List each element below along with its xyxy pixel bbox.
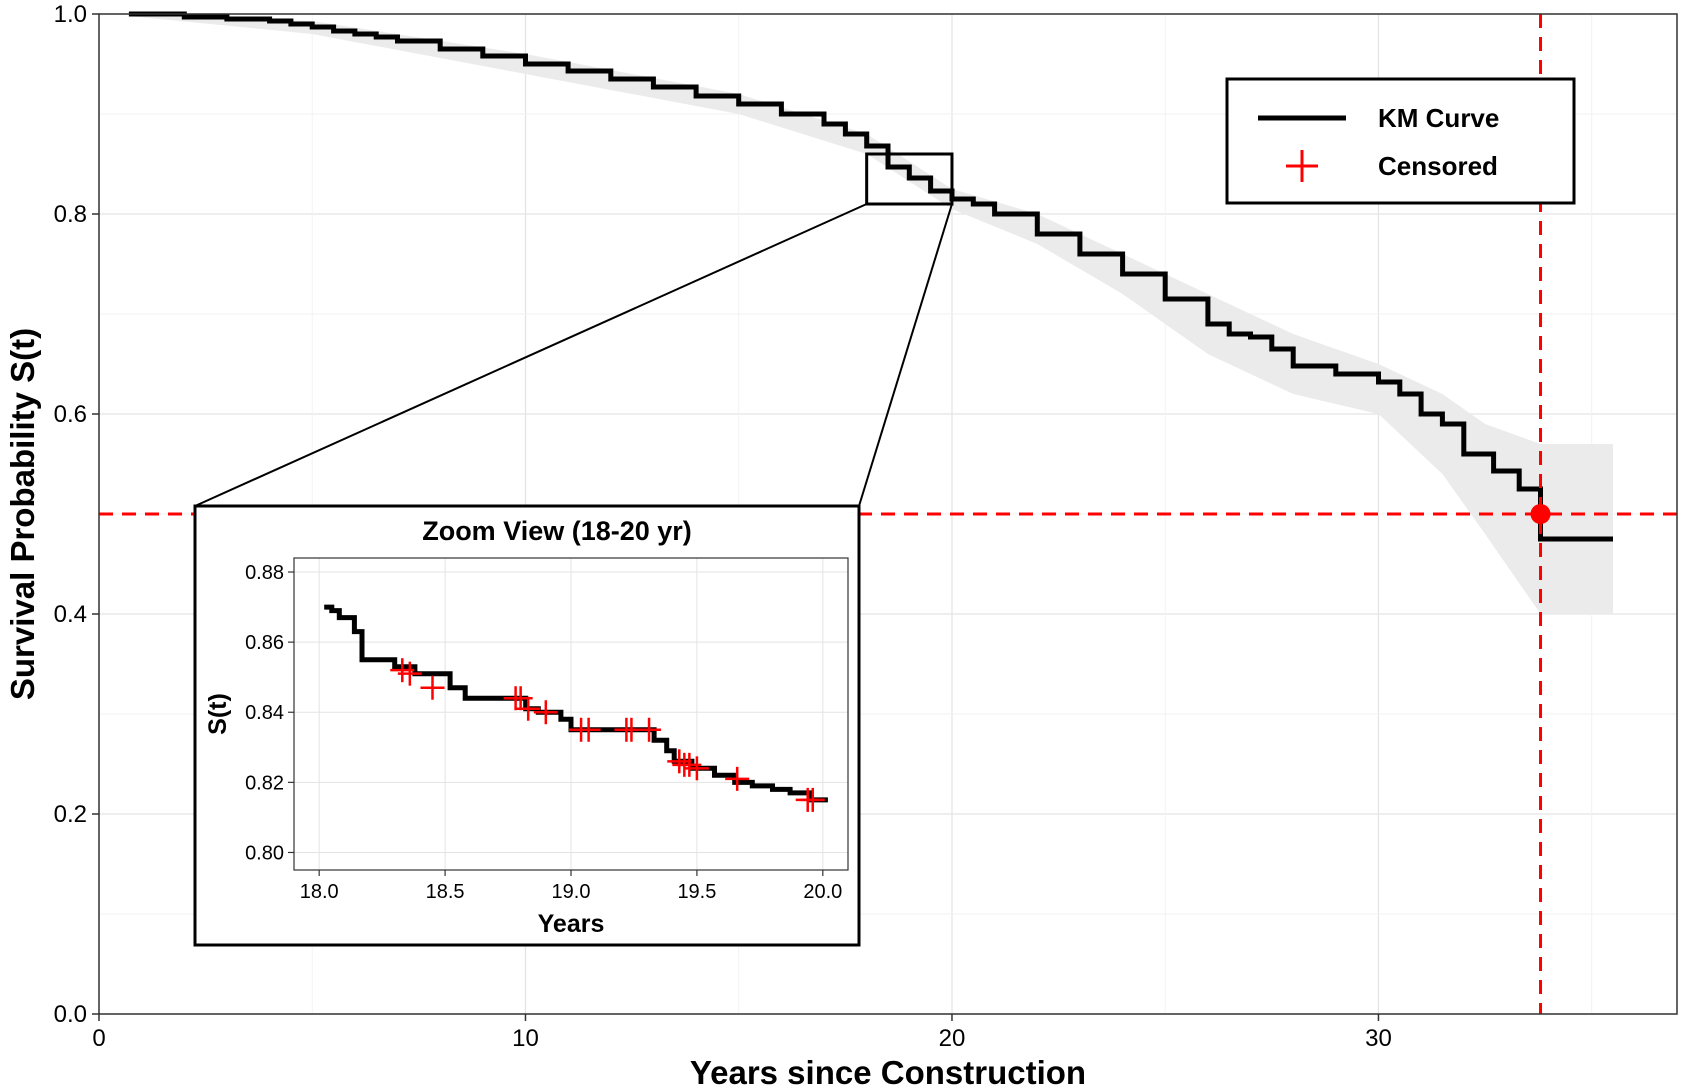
censored-mark-8 bbox=[576, 717, 601, 742]
km-curve-line bbox=[128, 11, 1613, 542]
inset-x-tick-label-0: 18.0 bbox=[300, 881, 339, 903]
x-tick-label-3: 30 bbox=[1365, 1025, 1392, 1052]
censored-mark-12 bbox=[667, 749, 692, 774]
legend-key-censored bbox=[1286, 150, 1318, 182]
zoom-connector-lines bbox=[194, 203, 953, 507]
inset-gridlines bbox=[294, 558, 848, 870]
censored-mark-6 bbox=[533, 700, 558, 725]
zoom-region-rect bbox=[865, 152, 954, 206]
zoom-inset: Zoom View (18-20 yr) 18.0 18.5 19.0 19.5 20.… bbox=[193, 203, 953, 947]
zoom-connector-right bbox=[858, 203, 953, 507]
inset-title: Zoom View (18-20 yr) bbox=[422, 516, 692, 546]
x-tick-label-0: 0 bbox=[92, 1025, 105, 1052]
censored-mark-5 bbox=[516, 696, 541, 721]
main-plot-border bbox=[98, 13, 1678, 1015]
legend-label-censored: Censored bbox=[1378, 151, 1498, 181]
censored-mark-2 bbox=[420, 675, 445, 700]
y-tick-label-2: 0.4 bbox=[54, 601, 87, 628]
inset-y-tick-label-4: 0.88 bbox=[245, 562, 284, 584]
y-tick-label-0: 0.0 bbox=[54, 1001, 87, 1028]
inset-km-curve bbox=[324, 604, 828, 803]
y-tick-label-4: 0.8 bbox=[54, 201, 87, 228]
inset-axes: 18.0 18.5 19.0 19.5 20.0 0.80 0.82 0.84 0.86 0.88 bbox=[245, 562, 842, 903]
censored-mark-16 bbox=[725, 766, 750, 791]
zoom-region-box bbox=[865, 152, 954, 206]
y-tick-label-3: 0.6 bbox=[54, 401, 87, 428]
censored-mark-1 bbox=[397, 661, 422, 686]
inset-y-axis-title: S(t) bbox=[204, 693, 232, 735]
inset-x-tick-label-4: 20.0 bbox=[803, 881, 842, 903]
inset-censored-marks bbox=[390, 658, 825, 812]
inset-x-tick-label-1: 18.5 bbox=[426, 881, 465, 903]
inset-km-curve-line bbox=[324, 604, 828, 803]
inset-x-tick-label-2: 19.0 bbox=[552, 881, 591, 903]
censored-mark-18 bbox=[800, 787, 825, 812]
y-tick-label-1: 0.2 bbox=[54, 801, 87, 828]
main-axes: 0 10 20 30 0.0 0.2 0.4 0.6 0.8 1.0 bbox=[54, 1, 1392, 1052]
median-point-marker bbox=[1530, 504, 1551, 524]
legend-box bbox=[1225, 77, 1576, 205]
y-axis-title: Survival Probability S(t) bbox=[4, 328, 41, 700]
inset-x-tick-label-3: 19.5 bbox=[677, 881, 716, 903]
legend: KM Curve Censored bbox=[1225, 77, 1576, 205]
censored-mark-15 bbox=[684, 756, 709, 781]
x-tick-label-1: 10 bbox=[512, 1025, 539, 1052]
inset-y-tick-label-0: 0.80 bbox=[245, 842, 284, 864]
legend-label-km-curve: KM Curve bbox=[1378, 103, 1499, 133]
inset-y-tick-label-2: 0.84 bbox=[245, 702, 284, 724]
km-curve bbox=[128, 11, 1613, 542]
zoom-connector-left bbox=[194, 203, 868, 507]
x-tick-label-2: 20 bbox=[939, 1025, 966, 1052]
inset-y-tick-label-1: 0.82 bbox=[245, 772, 284, 794]
inset-y-tick-label-3: 0.86 bbox=[245, 632, 284, 654]
inset-x-axis-title: Years bbox=[538, 910, 605, 938]
censored-mark-11 bbox=[637, 717, 662, 742]
y-tick-label-5: 1.0 bbox=[54, 1, 87, 28]
x-axis-title: Years since Construction bbox=[690, 1054, 1086, 1090]
